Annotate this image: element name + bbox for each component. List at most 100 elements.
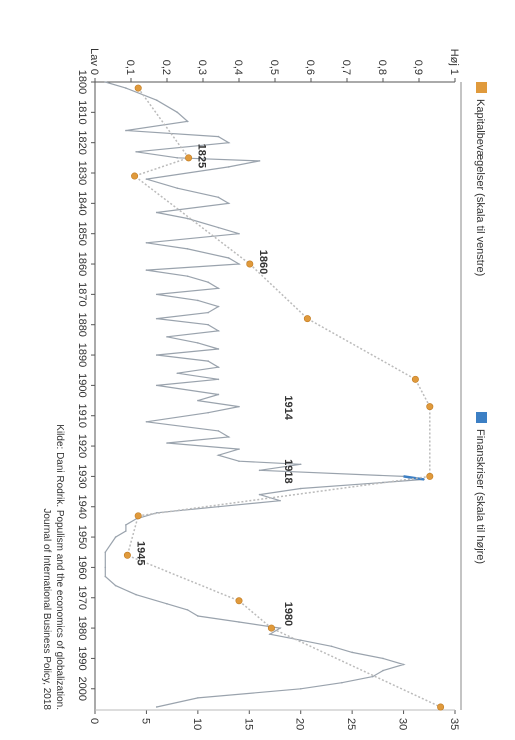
- x-tick-label: 1840: [76, 191, 88, 215]
- x-tick-label: 1810: [76, 100, 88, 124]
- finanskriser-point: [186, 248, 189, 250]
- finanskriser-point: [145, 178, 148, 180]
- left-tick-label: 0,2: [160, 60, 172, 75]
- finanskriser-point: [125, 524, 127, 526]
- finanskriser-point: [197, 697, 199, 699]
- annotation-label: 1860: [257, 250, 269, 274]
- annotation-label: 1918: [282, 459, 294, 483]
- finanskriser-point: [207, 311, 209, 314]
- finanskriser-point: [238, 448, 240, 450]
- kapitalbevaegelser-point: [134, 512, 142, 520]
- finanskriser-point: [155, 706, 158, 708]
- legend-swatch-finans: [476, 412, 487, 423]
- rotated-chart-group: Lav 0 0,1 0,2 0,3 0,4 0,5 0,6 0,7 0,8 0,9 Høj 1 0 5 1…: [41, 48, 487, 730]
- finanskriser-point: [269, 633, 271, 635]
- left-tick-label: Høj 1: [448, 49, 460, 75]
- finanskriser-point: [135, 150, 137, 153]
- axes: Lav 0 0,1 0,2 0,3 0,4 0,5 0,6 0,7 0,8 0,9 Høj 1 0 5 1…: [76, 48, 462, 730]
- finanskriser-point: [227, 166, 230, 168]
- finanskriser-point: [299, 487, 302, 490]
- x-tick-label: 1960: [76, 555, 88, 579]
- finanskriser-point: [238, 405, 240, 408]
- left-tick-label: 0,7: [340, 60, 352, 75]
- finanskriser-point: [207, 360, 209, 362]
- finanskriser-point: [197, 399, 199, 402]
- finanskriser-point: [299, 687, 302, 690]
- finanskriser-point: [155, 354, 158, 356]
- annotation-label: 1914: [282, 395, 294, 420]
- x-tick-label: 2000: [76, 677, 88, 701]
- finanskriser-point: [382, 669, 384, 672]
- finanskriser-point: [135, 593, 137, 596]
- finanskriser-point: [238, 232, 240, 235]
- right-tick-label: 35: [448, 718, 460, 730]
- finanskriser-point: [227, 257, 230, 259]
- x-tick-label: 1990: [76, 646, 88, 670]
- legend-label-kapital: Kapitalbevægelser (skala til venstre): [474, 99, 486, 276]
- source-note: Kilde: Dani Rodrik. Populism and the eco…: [41, 424, 65, 710]
- finanskriser-highlight: [403, 475, 425, 481]
- x-tick-label: 1920: [76, 434, 88, 458]
- finanskriser-point: [238, 621, 240, 623]
- source-line: Journal of International Business Policy…: [41, 508, 52, 710]
- annotations: 1825 1860 1914 1918 1945 1980: [134, 144, 294, 627]
- finanskriser-point: [217, 454, 220, 456]
- finanskriser-point: [227, 141, 230, 144]
- x-tick-label: 1980: [76, 616, 88, 640]
- finanskriser-point: [207, 411, 209, 414]
- kapitalbevaegelser-point: [303, 315, 311, 323]
- right-tick-label: 5: [139, 718, 151, 724]
- finanskriser-point: [258, 160, 261, 162]
- kapitalbevaegelser-series: [123, 84, 445, 711]
- finanskriser-point: [299, 463, 302, 466]
- finanskriser-point: [104, 551, 107, 554]
- right-tick-label: 0: [88, 718, 100, 724]
- finanskriser-point: [238, 263, 240, 265]
- x-tick-label: 1860: [76, 252, 88, 276]
- right-tick-label: 10: [191, 718, 203, 730]
- finanskriser-point: [186, 217, 189, 220]
- finanskriser-series: [104, 81, 425, 708]
- finanskriser-point: [217, 430, 220, 432]
- finanskriser-point: [217, 348, 220, 350]
- source-line: Kilde: Dani Rodrik. Populism and the eco…: [54, 424, 65, 710]
- finanskriser-point: [279, 627, 281, 629]
- finanskriser-point: [217, 393, 220, 396]
- finanskriser-point: [176, 157, 179, 159]
- x-tick-label: 1930: [76, 464, 88, 488]
- finanskriser-point: [217, 135, 220, 138]
- right-tick-label: 30: [397, 718, 409, 730]
- x-tick-label: 1820: [76, 130, 88, 154]
- finanskriser-point: [125, 87, 127, 89]
- right-tick-label: 20: [294, 718, 306, 730]
- finanskriser-point: [125, 530, 127, 532]
- finanskriser-point: [155, 384, 158, 387]
- x-tick-label: 1950: [76, 525, 88, 549]
- annotation-label: 1980: [282, 602, 294, 626]
- kapitalbevaegelser-point: [246, 260, 254, 268]
- finanskriser-point: [371, 675, 374, 678]
- legend: Kapitalbevægelser (skala til venstre) Fin…: [474, 82, 487, 564]
- finanskriser-point: [155, 293, 158, 296]
- left-tick-label: 0,4: [232, 60, 244, 75]
- left-tick-label: Lav 0: [88, 48, 100, 75]
- finanskriser-point: [145, 420, 148, 423]
- finanskriser-point: [155, 512, 158, 514]
- finanskriser-point: [186, 275, 189, 277]
- finanskriser-point: [217, 505, 220, 508]
- legend-label-finans: Finanskriser (skala til højre): [474, 429, 486, 564]
- right-tick-label: 15: [242, 718, 254, 730]
- left-tick-label: 0,1: [124, 60, 136, 75]
- kapitalbevaegelser-point: [235, 597, 243, 605]
- finanskriser-point: [197, 299, 199, 302]
- finanskriser-point: [186, 609, 189, 611]
- finanskriser-point: [217, 196, 220, 199]
- annotation-label: 1825: [196, 144, 208, 168]
- finanskriser-point: [104, 81, 107, 83]
- x-tick-label: 1910: [76, 403, 88, 427]
- finanskriser-point: [217, 305, 220, 308]
- finanskriser-point: [125, 129, 127, 132]
- finanskriser-point: [176, 111, 179, 114]
- finanskriser-point: [330, 645, 333, 648]
- finanskriser-point: [279, 499, 281, 502]
